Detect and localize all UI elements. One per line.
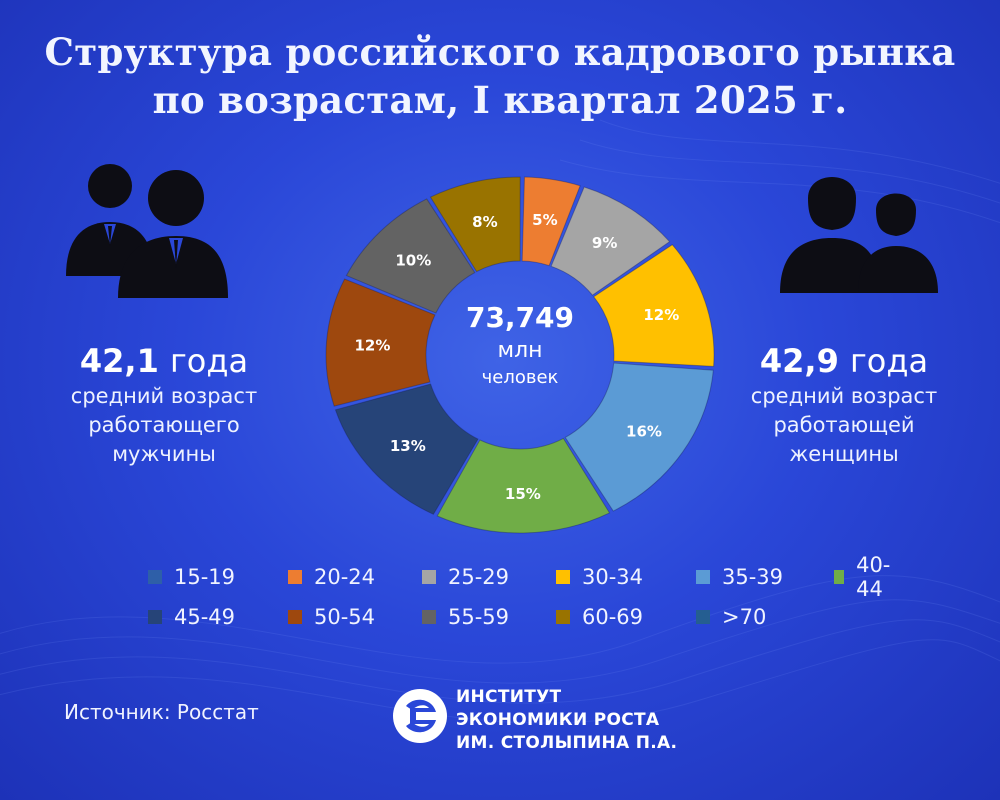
legend-swatch: [422, 570, 436, 584]
source-note: Источник: Росстат: [64, 700, 259, 724]
men-age-value: 42,1: [79, 342, 159, 380]
slice-label-45-49: 13%: [390, 437, 426, 455]
total-unit: млн: [497, 338, 543, 363]
men-caption-2: работающего: [88, 413, 240, 437]
legend-label: 20-24: [314, 565, 376, 589]
legend-swatch: [288, 610, 302, 624]
page-title: Структура российского кадрового рынка по…: [0, 28, 1000, 124]
donut-slice-35-39: [564, 362, 714, 512]
women-caption-2: работающей: [773, 413, 915, 437]
donut-slice-55-59: [345, 198, 476, 314]
legend-swatch: [834, 570, 845, 584]
legend-item-40-44: 40-44: [834, 553, 900, 601]
slice-label-30-34: 12%: [643, 306, 679, 324]
legend-label: 60-69: [582, 605, 644, 629]
title-line-1: Структура российского кадрового рынка: [44, 30, 956, 74]
legend-label: 30-34: [582, 565, 644, 589]
donut-slice-30-34: [593, 244, 715, 367]
legend-label: 15-19: [174, 565, 236, 589]
legend-label: 35-39: [722, 565, 784, 589]
total-value: 73,749: [465, 301, 575, 334]
slice-label-40-44: 15%: [505, 485, 541, 503]
donut-slice-45-49: [334, 383, 479, 515]
men-age-unit: года: [169, 342, 249, 380]
men-average-age: 42,1 года средний возраст работающего му…: [44, 340, 284, 469]
logo-line-3: ИМ. СТОЛЫПИНА П.А.: [456, 733, 678, 753]
legend-label: 55-59: [448, 605, 510, 629]
legend-label: 50-54: [314, 605, 376, 629]
legend-item-25-29: 25-29: [422, 562, 509, 592]
logo-line-2: ЭКОНОМИКИ РОСТА: [456, 710, 660, 730]
legend-swatch: [696, 610, 710, 624]
legend-label: 40-44: [856, 553, 891, 601]
men-caption-1: средний возраст: [70, 384, 258, 408]
slice-label-20-24: 5%: [532, 211, 557, 229]
donut-slice-20-24: [521, 176, 581, 267]
women-age-unit: года: [849, 342, 929, 380]
legend-swatch: [288, 570, 302, 584]
women-caption-3: женщины: [789, 442, 899, 466]
slice-label-25-29: 9%: [592, 234, 617, 252]
legend-item-15-19: 15-19: [148, 562, 235, 592]
women-age-value: 42,9: [759, 342, 839, 380]
legend-item-60-69: 60-69: [556, 602, 643, 632]
slice-label-60-69: 8%: [472, 213, 497, 231]
donut-center-total: 73,749 млн человек: [420, 300, 620, 390]
donut-slice-50-54: [325, 278, 436, 407]
legend-swatch: [148, 610, 162, 624]
institute-logo-icon: [393, 689, 447, 743]
legend-item-45-49: 45-49: [148, 602, 235, 632]
legend-item-35-39: 35-39: [696, 562, 783, 592]
title-line-2: по возрастам, I квартал 2025 г.: [152, 78, 848, 122]
women-average-age: 42,9 года средний возраст работающей жен…: [724, 340, 964, 469]
donut-slice-40-44: [436, 437, 611, 534]
men-caption-3: мужчины: [112, 442, 216, 466]
legend-label: 45-49: [174, 605, 236, 629]
men-age-value-line: 42,1 года: [44, 340, 284, 382]
institute-name: ИНСТИТУТ ЭКОНОМИКИ РОСТА ИМ. СТОЛЫПИНА П…: [456, 686, 677, 755]
legend-swatch: [422, 610, 436, 624]
legend-item-50-54: 50-54: [288, 602, 375, 632]
legend-swatch: [696, 570, 710, 584]
slice-label-50-54: 12%: [354, 337, 390, 355]
total-label: человек: [481, 367, 559, 388]
legend-label: 25-29: [448, 565, 510, 589]
slice-label-35-39: 16%: [626, 422, 662, 440]
legend-swatch: [556, 570, 570, 584]
legend-swatch: [148, 570, 162, 584]
men-icon: [66, 164, 228, 298]
legend-swatch: [556, 610, 570, 624]
legend-item-20-24: 20-24: [288, 562, 375, 592]
legend-item-55-59: 55-59: [422, 602, 509, 632]
donut-slice-25-29: [550, 186, 671, 296]
legend-label: >70: [722, 605, 767, 629]
women-age-value-line: 42,9 года: [724, 340, 964, 382]
slice-label-55-59: 10%: [395, 251, 431, 269]
donut-slice-60-69: [429, 176, 521, 273]
age-donut-chart: 5% 9% 12% 16% 15% 13% 12% 10% 8%: [325, 176, 715, 534]
legend-item->70: >70: [696, 602, 766, 632]
logo-line-1: ИНСТИТУТ: [456, 687, 562, 707]
women-caption-1: средний возраст: [750, 384, 938, 408]
legend-item-30-34: 30-34: [556, 562, 643, 592]
women-icon: [780, 177, 938, 293]
